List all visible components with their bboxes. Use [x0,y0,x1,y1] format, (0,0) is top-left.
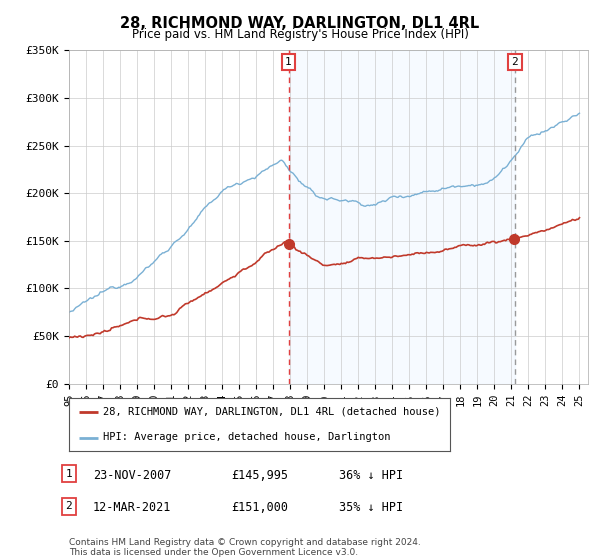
Text: Contains HM Land Registry data © Crown copyright and database right 2024.
This d: Contains HM Land Registry data © Crown c… [69,538,421,557]
Text: HPI: Average price, detached house, Darlington: HPI: Average price, detached house, Darl… [103,432,391,442]
Text: 2: 2 [65,501,73,511]
Text: 28, RICHMOND WAY, DARLINGTON, DL1 4RL (detached house): 28, RICHMOND WAY, DARLINGTON, DL1 4RL (d… [103,407,441,417]
Text: 23-NOV-2007: 23-NOV-2007 [93,469,172,482]
Text: 1: 1 [65,469,73,479]
Text: 36% ↓ HPI: 36% ↓ HPI [339,469,403,482]
Text: 28, RICHMOND WAY, DARLINGTON, DL1 4RL: 28, RICHMOND WAY, DARLINGTON, DL1 4RL [121,16,479,31]
Text: Price paid vs. HM Land Registry's House Price Index (HPI): Price paid vs. HM Land Registry's House … [131,28,469,41]
Text: £145,995: £145,995 [231,469,288,482]
Text: £151,000: £151,000 [231,501,288,514]
Text: 1: 1 [285,57,292,67]
Text: 2: 2 [511,57,518,67]
Text: 12-MAR-2021: 12-MAR-2021 [93,501,172,514]
Text: 35% ↓ HPI: 35% ↓ HPI [339,501,403,514]
Bar [289,50,515,384]
